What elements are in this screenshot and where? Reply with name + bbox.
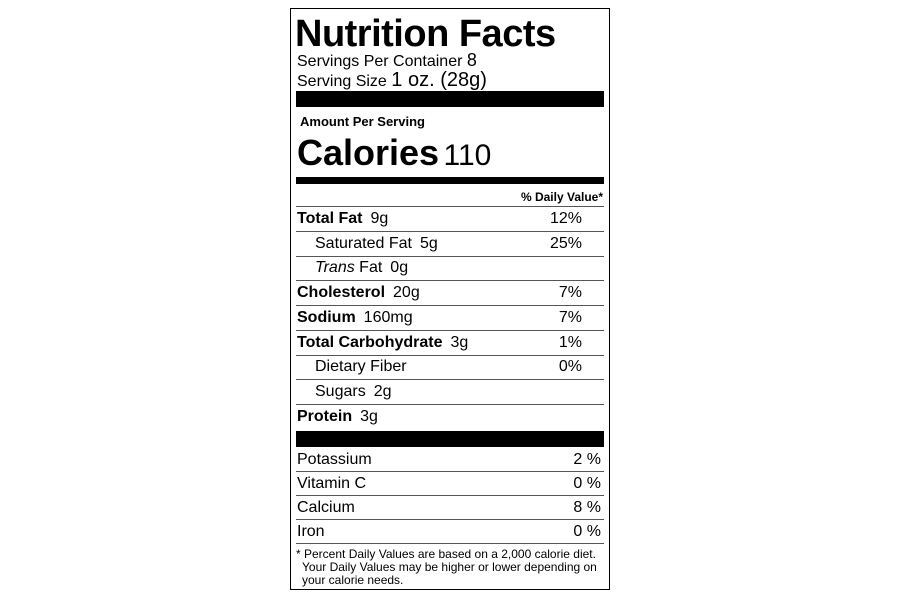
vitamin-dv: 0 % (573, 523, 601, 540)
nutrient-row: Cholesterol 20g (297, 285, 420, 301)
rule (296, 280, 604, 282)
nutrient-amount: 2g (373, 382, 392, 400)
nutrient-row: Total Fat 9g (297, 211, 388, 227)
nutrient-amount: 160mg (363, 308, 413, 326)
vitamin-name: Potassium (297, 451, 372, 468)
rule (296, 379, 604, 381)
title: Nutrition Facts (295, 13, 556, 55)
nutrient-name: Fat (359, 259, 383, 277)
rule (296, 495, 604, 496)
servings: Servings Per Container 8 (297, 51, 477, 70)
nutrient-name: Total Fat (297, 210, 363, 227)
nutrient-row: Saturated Fat 5g (315, 234, 438, 252)
nutrient-amount: 9g (370, 210, 389, 227)
nutrient-name: Dietary Fiber (315, 358, 407, 376)
nutrient-dv: 1% (558, 333, 582, 351)
rule (296, 206, 604, 207)
nutrient-name-italic: Trans (315, 259, 355, 277)
vitamin-name: Vitamin C (297, 475, 367, 492)
vitamin-dv: 2 % (573, 451, 601, 468)
nutrient-row: Dietary Fiber (315, 359, 407, 375)
calories: Calories 110 (297, 135, 491, 171)
nutrient-dv: 0% (558, 358, 582, 376)
nutrient-dv: 25% (549, 234, 582, 252)
vitamin-dv: 0 % (573, 475, 601, 492)
nutrient-name: Total Carbohydrate (297, 333, 443, 351)
footnote-line: * Percent Daily Values are based on a 2,… (296, 547, 596, 561)
servings-value: 8 (466, 50, 477, 70)
nutrient-row: Total Carbohydrate 3g (297, 333, 469, 351)
nutrient-dv: 12% (549, 210, 582, 227)
serving-size-value: 1 oz. (28g) (391, 69, 487, 91)
nutrient-amount: 0g (390, 259, 409, 277)
nutrition-label: Nutrition Facts Servings Per Container 8… (290, 8, 610, 590)
nutrient-amount: 3g (450, 333, 469, 351)
calories-value: 110 (443, 139, 492, 172)
vitamin-name: Iron (297, 523, 325, 540)
servings-label: Servings Per Container (297, 53, 463, 70)
daily-value-header: % Daily Value* (520, 190, 603, 204)
nutrient-dv: 7% (558, 284, 582, 302)
nutrient-amount: 5g (419, 234, 438, 252)
rule (296, 231, 604, 232)
rule (296, 305, 604, 307)
rule (296, 543, 604, 544)
rule (296, 403, 604, 405)
rule (296, 519, 604, 520)
thick-bar (296, 431, 604, 447)
calories-label: Calories (297, 132, 440, 173)
nutrient-name: Saturated Fat (315, 234, 412, 252)
nutrient-row: Sugars 2g (315, 382, 392, 400)
thick-bar (296, 177, 604, 184)
nutrient-name: Protein (297, 407, 353, 425)
rule (296, 329, 604, 331)
rule (296, 471, 604, 472)
rule (296, 255, 604, 257)
footnote-line: your calorie needs. (302, 573, 404, 587)
nutrient-amount: 20g (393, 284, 420, 302)
serving-size-label: Serving Size (297, 73, 387, 90)
nutrient-row: Protein 3g (297, 407, 378, 425)
nutrient-name: Sugars (315, 382, 366, 400)
vitamin-dv: 8 % (573, 499, 601, 516)
nutrient-name: Sodium (297, 308, 356, 326)
nutrient-name: Cholesterol (297, 284, 386, 302)
thick-bar (296, 91, 604, 107)
nutrient-row: Sodium 160mg (297, 308, 413, 326)
vitamin-name: Calcium (297, 499, 355, 516)
nutrient-row: Trans Fat 0g (315, 260, 408, 276)
serving-size: Serving Size 1 oz. (28g) (297, 70, 487, 90)
rule (296, 354, 604, 356)
footnote-line: Your Daily Values may be higher or lower… (302, 560, 597, 574)
amount-per-serving: Amount Per Serving (300, 114, 425, 129)
nutrient-amount: 3g (360, 407, 378, 425)
nutrient-dv: 7% (558, 308, 582, 326)
